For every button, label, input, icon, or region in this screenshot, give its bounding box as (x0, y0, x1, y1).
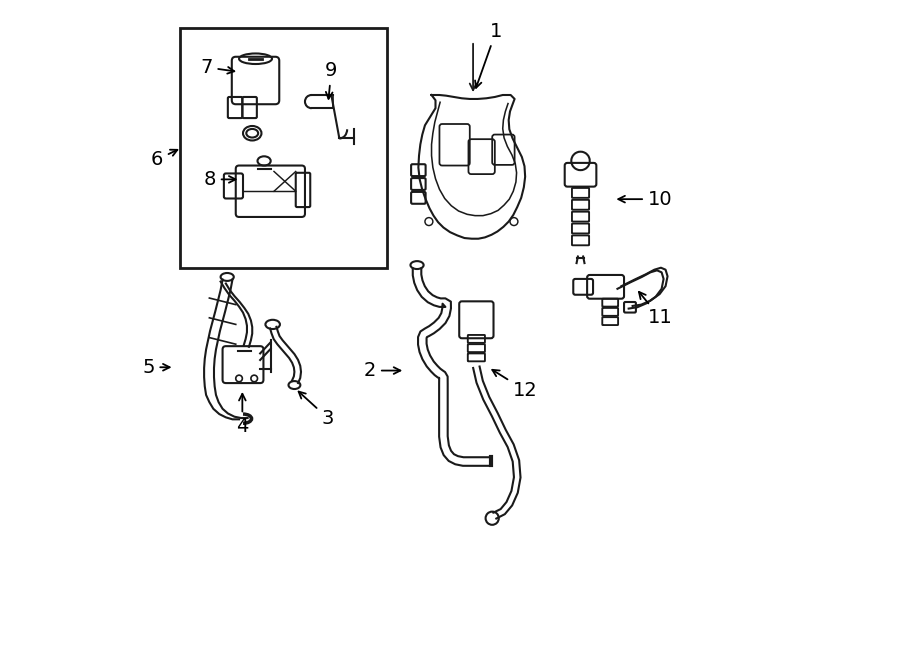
Text: 12: 12 (492, 370, 537, 400)
Text: 6: 6 (151, 150, 177, 169)
Text: 11: 11 (639, 292, 672, 327)
Text: 4: 4 (236, 394, 248, 436)
Bar (180, 28, 387, 268)
Text: 10: 10 (618, 189, 672, 209)
Text: 9: 9 (325, 61, 338, 99)
Text: 1: 1 (475, 22, 502, 88)
Text: 2: 2 (364, 361, 400, 380)
Text: 3: 3 (299, 392, 334, 428)
Text: 7: 7 (201, 58, 234, 77)
Text: 5: 5 (142, 357, 170, 377)
Text: 8: 8 (203, 170, 236, 189)
